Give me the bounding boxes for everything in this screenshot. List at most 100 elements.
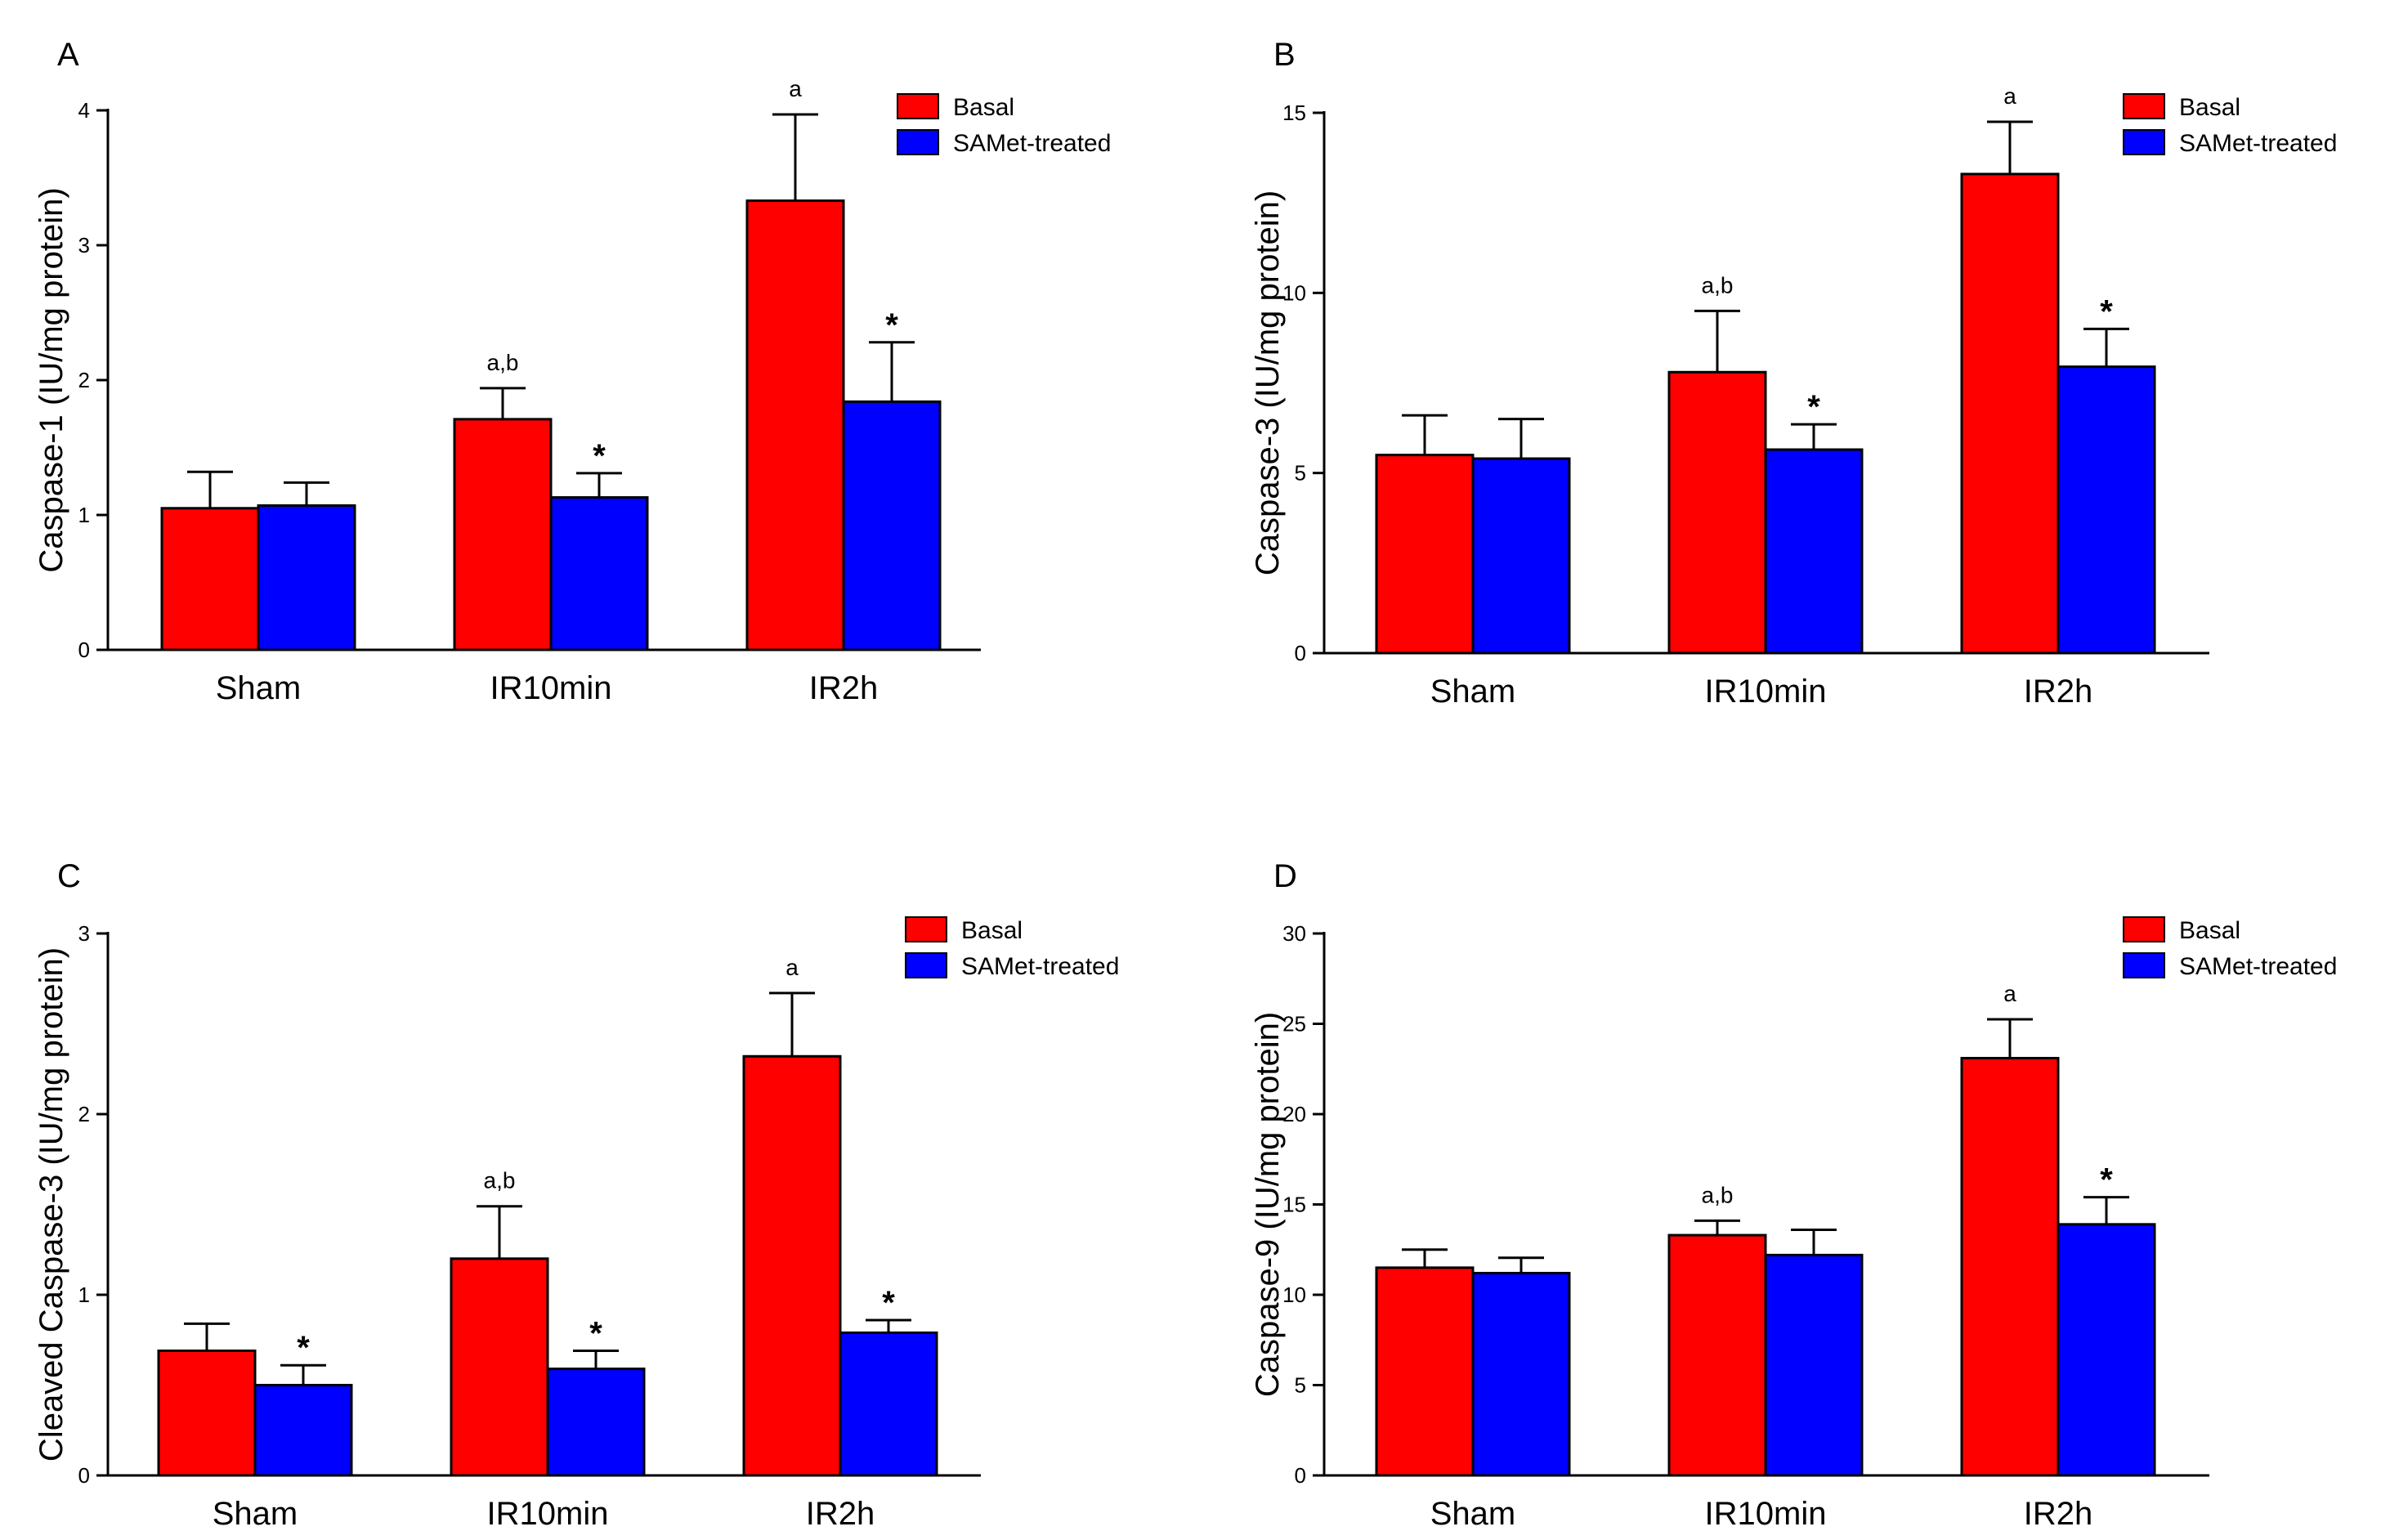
y-axis-title: Cleaved Caspase-3 (IU/mg protein) [34,947,69,1462]
panel-letter: C [57,858,81,894]
y-tick-label: 2 [78,1102,90,1126]
legend-label: SAMet-treated [953,130,1111,157]
y-tick-label: 2 [78,368,90,392]
significance-annotation: a [785,955,799,980]
significance-annotation: * [1807,389,1820,425]
significance-annotation: a,b [484,1168,516,1193]
x-tick-label: IR10min [487,1496,609,1532]
x-tick-label: IR10min [490,670,612,706]
legend-label: Basal [961,917,1023,944]
x-tick-label: IR10min [1705,674,1827,710]
y-tick-label: 3 [78,233,90,257]
x-tick-label: IR2h [809,670,879,706]
y-tick-label: 0 [78,1463,90,1488]
bar-samet-ir10min [549,496,649,651]
bar-basal-sham [157,1350,257,1477]
x-tick-label: IR2h [2024,674,2093,710]
y-tick-label: 20 [1282,1102,1306,1126]
x-tick-label: IR2h [806,1496,875,1532]
bar-samet-ir2h [839,1331,938,1477]
x-tick-label: IR2h [2024,1496,2093,1532]
bar-basal-ir10min [453,418,553,651]
y-tick-label: 25 [1282,1012,1306,1036]
significance-annotation: a,b [1702,1182,1734,1207]
x-tick-label: IR10min [1705,1496,1827,1532]
legend-swatch-basal [905,916,947,942]
bar-samet-sham [253,1384,353,1477]
bar-samet-ir10min [1764,1253,1864,1477]
significance-annotation: * [882,1285,895,1321]
y-axis-title: Caspase-1 (IU/mg protein) [34,187,69,572]
significance-annotation: * [589,1316,602,1352]
legend-swatch-samet [2123,129,2165,155]
bar-basal-sham [1375,454,1475,655]
legend-swatch-samet [905,952,947,978]
bar-basal-ir2h [742,1054,842,1477]
legend-swatch-samet [2123,952,2165,978]
y-axis-title: Caspase-9 (IU/mg protein) [1250,1012,1286,1397]
legend-label: Basal [2179,917,2240,944]
legend-label: SAMet-treated [2179,953,2337,980]
x-tick-label: Sham [1430,674,1516,710]
legend-label: Basal [953,94,1014,121]
panel-letter: A [57,37,79,73]
bar-basal-sham [160,507,260,651]
legend-swatch-basal [2123,93,2165,119]
y-tick-label: 1 [78,1283,90,1307]
y-tick-label: 30 [1282,921,1306,946]
legend-swatch-samet [897,129,939,155]
y-axis-title: Caspase-3 (IU/mg protein) [1250,190,1286,575]
y-tick-label: 10 [1282,280,1306,305]
bar-basal-sham [1375,1266,1475,1477]
y-tick-label: 5 [1295,461,1306,486]
bar-basal-ir2h [745,199,845,651]
chart-panel-d: D Sham a,b IR10min a * IR2h 0 5 10 15 20 25 30 Caspase… [1250,858,2337,1532]
significance-annotation: * [297,1330,310,1366]
significance-annotation: a,b [487,350,519,375]
y-tick-label: 1 [78,503,90,527]
panel-letter: D [1273,858,1297,894]
chart-panel-a: A Sham a,b * IR10min a * IR2h 0 1 2 3 4 Caspase-1 (IU… [34,37,1111,706]
significance-annotation: * [2100,293,2113,329]
bar-samet-ir2h [2057,1223,2156,1477]
bar-samet-sham [1471,457,1571,655]
legend-label: SAMet-treated [961,953,1119,980]
y-tick-label: 15 [1282,101,1306,125]
bar-basal-ir10min [1667,1233,1767,1477]
significance-annotation: * [2100,1162,2113,1198]
y-tick-label: 5 [1295,1373,1306,1398]
x-tick-label: Sham [213,1496,298,1532]
significance-annotation: * [593,438,606,474]
y-tick-label: 4 [78,98,90,123]
significance-annotation: a [789,76,802,101]
y-tick-label: 10 [1282,1283,1306,1307]
y-tick-label: 0 [78,638,90,662]
chart-panel-b: B Sham a,b * IR10min a * IR2h 0 5 10 15 Caspase-3 (I… [1250,37,2337,710]
legend-label: Basal [2179,94,2240,121]
legend-swatch-basal [897,93,939,119]
bar-samet-ir2h [2057,365,2156,655]
significance-annotation: a [2003,83,2016,109]
bar-samet-ir2h [842,400,942,651]
bar-basal-ir2h [1960,172,2060,655]
panel-letter: B [1273,37,1296,73]
bar-basal-ir10min [1667,370,1767,655]
bar-samet-ir10min [1764,448,1864,655]
y-tick-label: 15 [1282,1193,1306,1217]
bar-samet-ir10min [546,1368,646,1477]
y-tick-label: 3 [78,921,90,946]
chart-panel-c: C * Sham a,b * IR10min a * IR2h 0 1 2 3 Cleaved Caspa… [34,858,1119,1532]
bar-samet-sham [257,504,356,651]
x-tick-label: Sham [216,670,302,706]
significance-annotation: a,b [1702,272,1734,298]
bar-basal-ir2h [1960,1056,2060,1477]
x-tick-label: Sham [1430,1496,1516,1532]
significance-annotation: a [2003,981,2016,1006]
y-tick-label: 0 [1295,1463,1306,1488]
bar-basal-ir10min [450,1257,549,1477]
legend-label: SAMet-treated [2179,130,2337,157]
legend-swatch-basal [2123,916,2165,942]
bar-samet-sham [1471,1271,1571,1477]
y-tick-label: 0 [1295,641,1306,665]
